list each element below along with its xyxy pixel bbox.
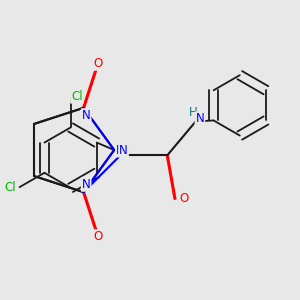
Text: O: O	[93, 57, 103, 70]
Text: N: N	[82, 109, 91, 122]
Text: N: N	[116, 143, 125, 157]
Text: N: N	[119, 143, 128, 157]
Text: O: O	[180, 192, 189, 206]
Text: N: N	[196, 112, 204, 125]
Text: N: N	[82, 178, 91, 191]
Text: Cl: Cl	[71, 90, 83, 103]
Text: H: H	[189, 106, 197, 118]
Text: O: O	[93, 230, 103, 243]
Text: Cl: Cl	[4, 181, 16, 194]
